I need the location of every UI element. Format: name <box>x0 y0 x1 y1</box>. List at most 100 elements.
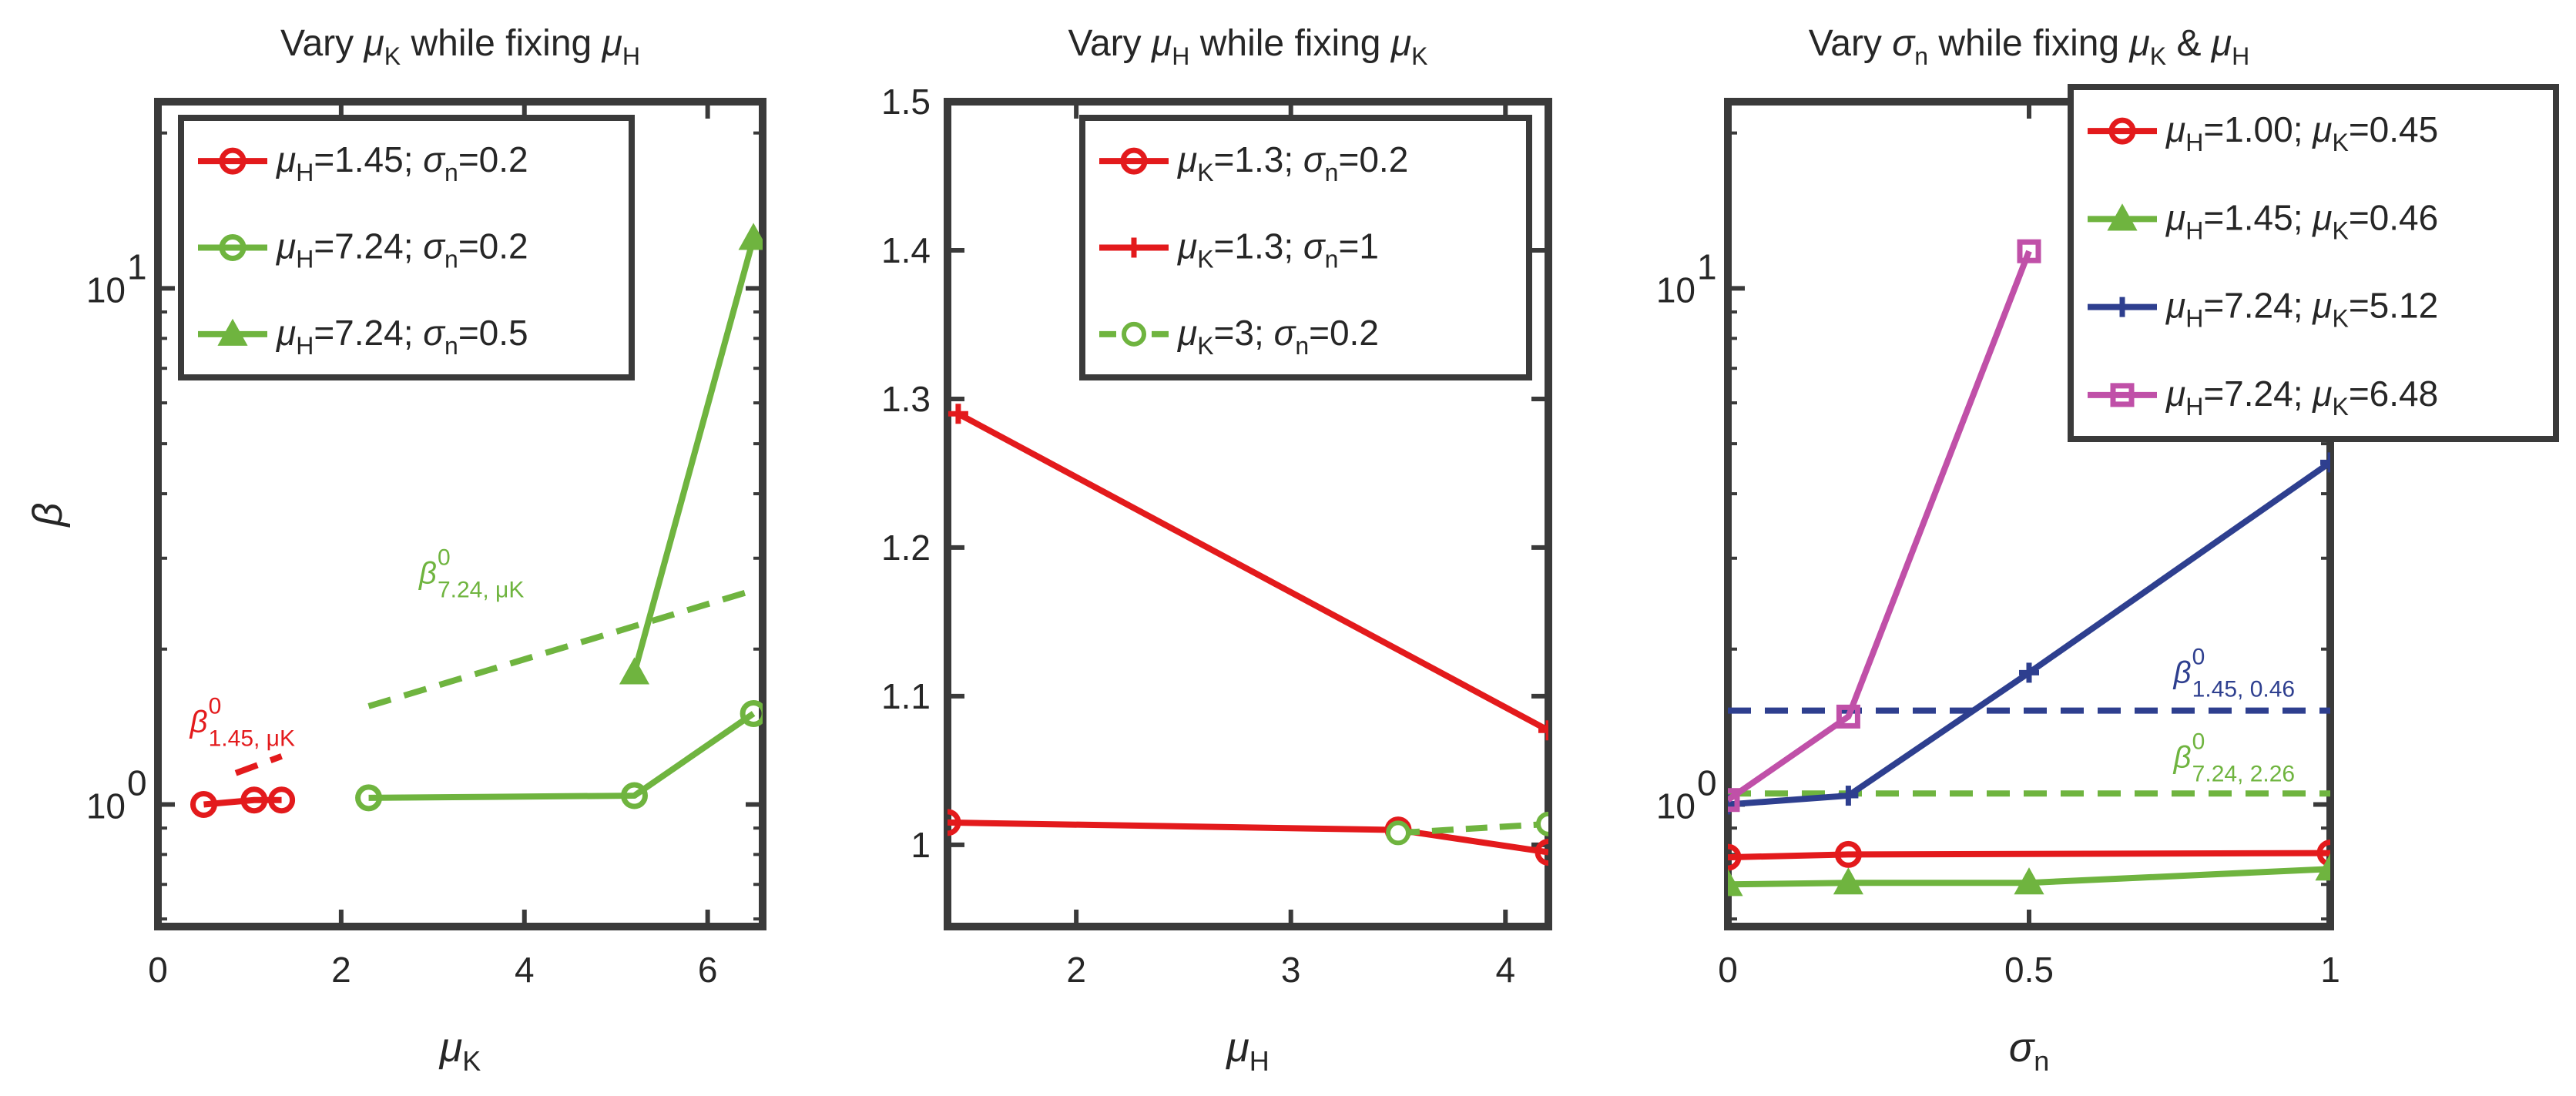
annotation-superscript: 0 <box>2192 729 2205 754</box>
legend-swatch-marker <box>219 234 247 261</box>
x-axis-label: σn <box>2009 1024 2050 1077</box>
legend-item-2: μH=1.45; μK=0.46 <box>2088 197 2438 244</box>
annotation-symbol: β <box>2173 740 2192 774</box>
series-line <box>1728 460 2330 808</box>
data-point <box>1728 869 1743 897</box>
annotation-subscript: 7.24, 2.26 <box>2192 761 2295 786</box>
data-point <box>948 809 961 836</box>
series-line <box>1728 850 2330 861</box>
legend-label: μH=7.24; μK=6.48 <box>2165 374 2438 421</box>
y-tick-exponent: 0 <box>1697 763 1717 803</box>
annotation-superscript: 0 <box>438 545 451 571</box>
y-tick-label: 1.1 <box>881 676 931 716</box>
y-axis-label: β <box>25 503 71 528</box>
data-point <box>1538 720 1548 741</box>
legend: μH=1.00; μK=0.45 μH=1.45; μK=0.46 μH=7.24;… <box>2068 84 2559 442</box>
data-point <box>2019 662 2039 683</box>
legend-swatch-marker <box>219 147 247 175</box>
reference-line-2 <box>367 587 755 709</box>
series-line <box>1397 820 1548 836</box>
legend-label: μK=1.3; σn=0.2 <box>1177 139 1408 186</box>
data-point <box>1836 704 1860 729</box>
series-3 <box>1728 452 2330 815</box>
series-4 <box>1728 239 2041 813</box>
legend-item-2: μK=1.3; σn=1 <box>1099 226 1379 273</box>
legend-label: μH=7.24; μK=5.12 <box>2165 286 2438 333</box>
y-tick-label: 1.5 <box>881 82 931 122</box>
data-point <box>268 786 296 814</box>
chart-title: Vary μH while fixing μK <box>1068 23 1428 70</box>
legend-label: μK=3; σn=0.2 <box>1177 313 1379 360</box>
reference-line-1 <box>234 753 283 776</box>
legend-swatch-marker <box>2108 117 2136 145</box>
y-tick-exponent: 0 <box>127 763 147 803</box>
y-tick-label: 1.2 <box>881 528 931 568</box>
chart-title: Vary μK while fixing μH <box>280 23 640 70</box>
x-tick-label: 4 <box>1495 950 1515 990</box>
data-point <box>240 786 268 814</box>
legend-item-4: μH=7.24; μK=6.48 <box>2088 374 2438 421</box>
series-3 <box>1386 811 1548 846</box>
annotation-subscript: 7.24, μK <box>438 578 524 603</box>
annotation-superscript: 0 <box>209 694 222 719</box>
legend-label: μH=1.45; μK=0.46 <box>2165 197 2438 244</box>
axes-box <box>944 98 1552 930</box>
series-line <box>957 411 1548 733</box>
series-line <box>1728 250 2032 803</box>
annotation-subscript: 1.45, 0.46 <box>2192 677 2295 702</box>
legend: μH=1.45; σn=0.2 μH=7.24; σn=0.2 μH=7.24; σ… <box>178 115 635 380</box>
annotation-2: β 0 7.24, μK <box>418 545 524 603</box>
series-line <box>1728 866 2330 888</box>
x-tick-label: 1 <box>2320 950 2340 990</box>
plot-area <box>948 404 1548 866</box>
series-1 <box>1728 840 2330 871</box>
legend-item-1: μH=1.00; μK=0.45 <box>2088 109 2438 156</box>
y-tick-exponent: 1 <box>1697 246 1717 287</box>
data-point <box>1386 820 1410 846</box>
x-tick-label: 0 <box>1718 950 1738 990</box>
data-point <box>355 784 383 812</box>
data-point <box>2315 853 2330 881</box>
y-tick-label: 10 <box>1656 786 1696 826</box>
series-1 <box>190 786 296 818</box>
data-point <box>2017 239 2041 263</box>
legend-label: μH=7.24; σn=0.2 <box>276 226 528 273</box>
legend-item-3: μH=7.24; σn=0.5 <box>198 313 528 360</box>
data-point <box>1838 786 1859 806</box>
y-tick-label: 10 <box>86 786 126 826</box>
series-line <box>631 237 756 674</box>
annotation-symbol: β <box>190 706 208 739</box>
data-point <box>190 790 217 818</box>
y-tick-label: 10 <box>1656 270 1696 310</box>
series-2 <box>948 404 1548 741</box>
y-tick-label: 10 <box>86 270 126 310</box>
legend-box <box>2068 84 2559 442</box>
annotation-symbol: β <box>418 557 437 591</box>
annotation-symbol: β <box>2173 656 2192 690</box>
plot-area <box>1728 239 2330 897</box>
data-point <box>1834 840 1862 868</box>
annotation-subscript: 1.45, μK <box>209 726 295 752</box>
annotation-1: β 0 1.45, 0.46 <box>2173 645 2295 702</box>
y-tick-label: 1.4 <box>881 230 931 270</box>
series-line <box>368 711 756 801</box>
legend: μK=1.3; σn=0.2 μK=1.3; σn=1 μK=3; σn=0.2 <box>1079 115 1532 380</box>
x-tick-label: 0 <box>148 950 168 990</box>
annotation-2: β 0 7.24, 2.26 <box>2173 729 2295 786</box>
data-point <box>2320 452 2330 473</box>
data-point <box>1728 843 1742 871</box>
legend-item-1: μK=1.3; σn=0.2 <box>1099 139 1408 186</box>
annotation-superscript: 0 <box>2192 645 2205 670</box>
data-point <box>1536 811 1548 836</box>
x-tick-label: 0.5 <box>2004 950 2054 990</box>
x-tick-label: 3 <box>1281 950 1301 990</box>
x-tick-label: 6 <box>698 950 718 990</box>
y-tick-label: 1 <box>911 825 931 865</box>
legend-swatch-marker <box>2112 297 2132 317</box>
y-tick-label: 1.3 <box>881 379 931 419</box>
chart-title: Vary σn while fixing μK & μH <box>1809 23 2249 70</box>
legend-swatch-marker <box>2107 203 2138 231</box>
